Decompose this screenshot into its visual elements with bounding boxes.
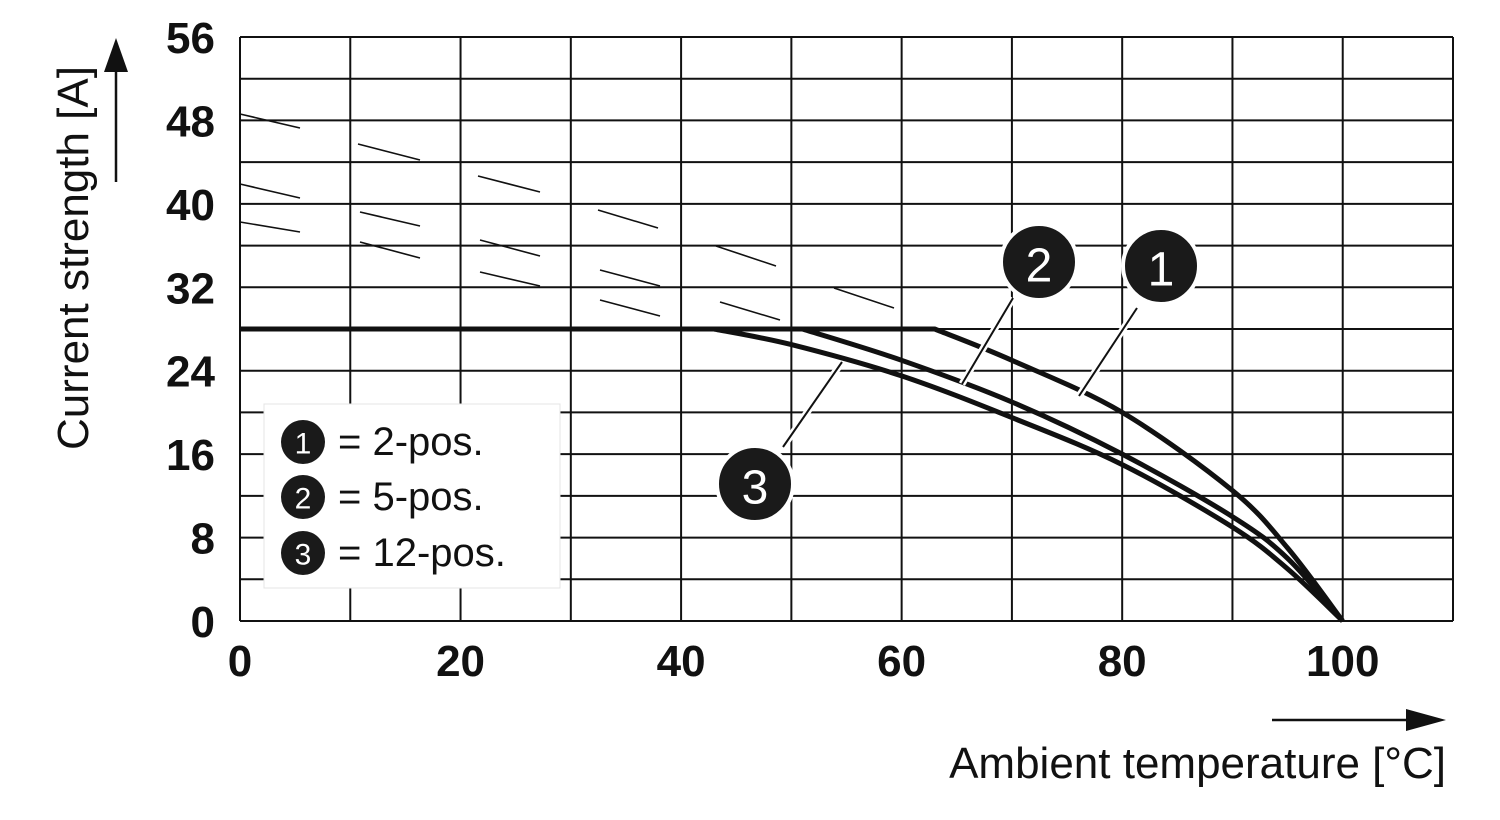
- legend-text-2: = 5-pos.: [338, 475, 484, 519]
- hatch-dash: [599, 299, 661, 317]
- callout-badge-3-label: 3: [742, 462, 769, 515]
- hatch-dash: [597, 209, 659, 229]
- y-tick-label: 40: [166, 181, 215, 230]
- y-tick-label: 16: [166, 431, 215, 480]
- callout-3: 3: [715, 444, 795, 524]
- legend-badge-3: [281, 531, 325, 575]
- grid: [239, 36, 1454, 622]
- y-axis-arrow-head: [104, 38, 128, 72]
- legend: 1 = 2-pos. 2 = 5-pos. 3 = 12-pos.: [263, 403, 561, 589]
- legend-item-3: 3 = 12-pos.: [281, 531, 506, 575]
- series-line-2: [240, 326, 1345, 623]
- y-axis-title-group: Current strength [A]: [49, 38, 128, 450]
- x-axis-title-group: Ambient temperature [°C]: [949, 709, 1446, 788]
- hatch-dash: [239, 113, 301, 129]
- hatch-dash: [357, 143, 421, 161]
- leader-line-3: [782, 361, 843, 448]
- y-tick-label: 24: [166, 348, 215, 397]
- legend-item-1: 1 = 2-pos.: [281, 420, 484, 464]
- x-tick-label: 80: [1098, 637, 1147, 686]
- legend-badge-1-label: 1: [295, 428, 312, 461]
- y-tick-label: 8: [191, 515, 215, 564]
- hatch-dash: [719, 301, 781, 321]
- x-tick-label: 20: [436, 637, 485, 686]
- hatch-dash: [479, 239, 541, 257]
- x-tick-label: 40: [657, 637, 706, 686]
- annotation-leaders: [780, 296, 1140, 449]
- x-axis-arrow-head: [1406, 709, 1446, 731]
- y-tick-label: 56: [166, 14, 215, 63]
- x-tick-label: 0: [228, 637, 252, 686]
- hatch-dash: [359, 211, 421, 227]
- y-tick-label: 0: [191, 598, 215, 647]
- callout-1: 1: [1121, 226, 1201, 306]
- legend-badge-3-label: 3: [295, 539, 312, 572]
- hatched-region: [239, 113, 895, 321]
- callout-badge-1-label: 1: [1148, 244, 1175, 297]
- legend-text-3: = 12-pos.: [338, 531, 506, 575]
- legend-badge-1: [281, 420, 325, 464]
- hatch-dash: [239, 221, 301, 233]
- hatch-dash: [477, 175, 541, 193]
- callout-badge-2-label: 2: [1026, 240, 1053, 293]
- legend-item-2: 2 = 5-pos.: [281, 475, 484, 519]
- x-axis-title: Ambient temperature [°C]: [949, 739, 1446, 788]
- series-line-1: [240, 326, 1345, 623]
- leader-line-2: [961, 297, 1014, 385]
- callout-badge-3: [715, 444, 795, 524]
- legend-badge-2: [281, 475, 325, 519]
- series-line-3: [240, 326, 1345, 623]
- callout-badge-2: [999, 222, 1079, 302]
- hatch-dash: [359, 241, 421, 259]
- hatch-dash: [715, 245, 777, 267]
- callout-2: 2: [999, 222, 1079, 302]
- legend-badge-2-label: 2: [295, 483, 312, 516]
- hatch-dash: [833, 287, 895, 309]
- hatch-dash: [239, 183, 301, 199]
- leader-line-1: [1078, 307, 1138, 397]
- x-tick-label: 60: [877, 637, 926, 686]
- hatch-dash: [479, 271, 541, 287]
- hatch-dash: [599, 269, 661, 287]
- series-curves: [240, 326, 1345, 623]
- x-tick-label: 100: [1306, 637, 1379, 686]
- y-axis-title: Current strength [A]: [49, 66, 98, 450]
- callout-badge-1: [1121, 226, 1201, 306]
- y-tick-label: 48: [166, 97, 215, 146]
- y-tick-label: 32: [166, 264, 215, 313]
- legend-text-1: = 2-pos.: [338, 420, 484, 464]
